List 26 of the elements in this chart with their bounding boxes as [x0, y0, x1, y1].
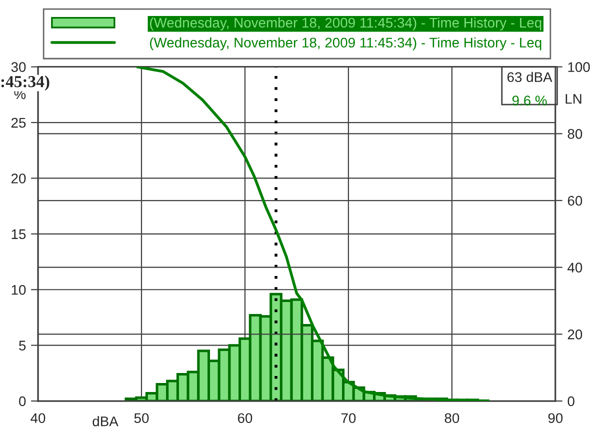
text: (Wednesday, November 18, 2009 11:45:34) - Time History - Leq: [150, 17, 542, 30]
y-tick-label: 0: [19, 396, 26, 406]
x-tick-label: 40: [30, 413, 46, 424]
y2-tick-label: 60: [568, 196, 582, 206]
annotation: 9.6 %: [512, 96, 547, 106]
x-tick-label: 60: [238, 413, 252, 424]
y-tick-label: 15: [12, 229, 26, 240]
annotation: :45:34): [1, 76, 50, 91]
x-tick-label: 90: [548, 413, 563, 424]
x-tick-label: 50: [134, 413, 149, 424]
y2-axis-title: LN: [566, 94, 582, 104]
x-tick-label: 80: [444, 413, 460, 424]
x-axis-title: dBA: [92, 416, 118, 426]
y-tick-label: 30: [11, 62, 26, 72]
y-tick-label: 5: [19, 340, 26, 350]
y-tick-label: 20: [11, 174, 26, 184]
y2-tick-label: 20: [568, 330, 582, 340]
y-tick-label: 25: [11, 118, 26, 128]
y2-tick-label: 0: [568, 396, 574, 406]
y2-tick-label: 100: [568, 62, 590, 72]
x-tick-label: 70: [341, 413, 356, 424]
y2-tick-label: 80: [568, 129, 582, 139]
y2-tick-label: 40: [568, 262, 582, 273]
annotation: 63 dBA: [507, 72, 552, 82]
y-tick-label: 10: [12, 284, 26, 295]
series-label: (Wednesday, November 18, 2009 11:45:34) - Time History - Leq: [150, 37, 542, 50]
